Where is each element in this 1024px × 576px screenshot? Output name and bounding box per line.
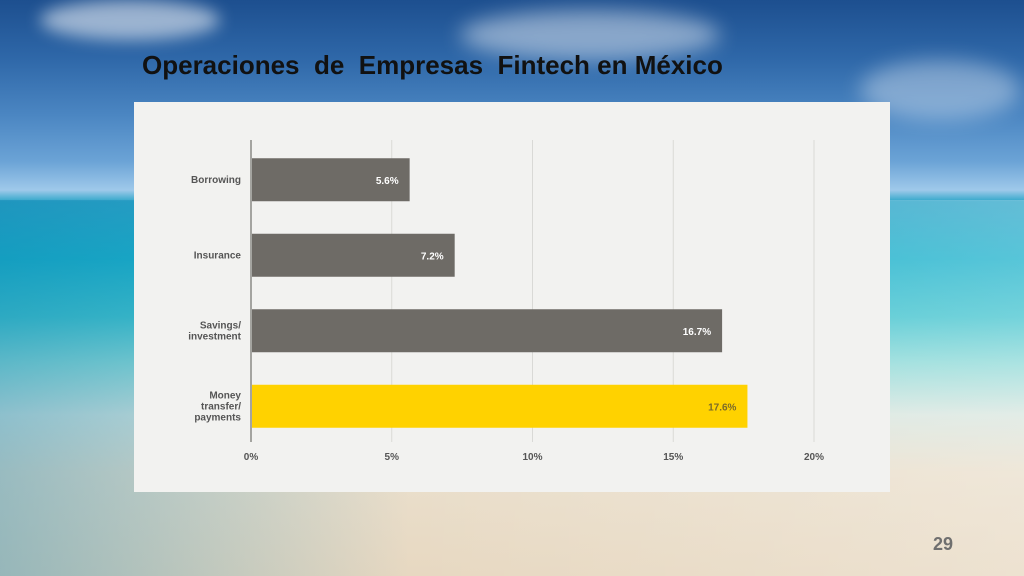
bar <box>252 158 410 202</box>
cloud-shape <box>40 0 220 40</box>
cloud-shape <box>460 10 720 60</box>
category-label: Money transfer/payments <box>194 390 241 423</box>
category-label: Savings/investment <box>188 320 241 342</box>
bar-value-label: 7.2% <box>421 251 444 262</box>
x-tick-label: 20% <box>804 452 824 463</box>
x-tick-label: 0% <box>244 452 259 463</box>
chart-panel: 0% 5% 10% 15% 20% 5.6% Borrowing 7.2% Insurance 1… <box>134 102 890 492</box>
bar-value-label: 5.6% <box>376 176 399 187</box>
x-tick-label: 5% <box>385 452 400 463</box>
bar-chart: 0% 5% 10% 15% 20% 5.6% Borrowing 7.2% Insurance 1… <box>188 140 824 463</box>
bar <box>252 233 455 277</box>
category-label: Insurance <box>194 250 242 261</box>
category-label: Borrowing <box>191 175 241 186</box>
slide-title: Operaciones de Empresas Fintech en Méxic… <box>142 50 723 80</box>
bar <box>252 384 748 428</box>
page-number: 29 <box>933 534 954 554</box>
bar <box>252 309 723 353</box>
x-tick-label: 15% <box>663 452 683 463</box>
bar-value-label: 16.7% <box>683 327 711 338</box>
bar-value-label: 17.6% <box>708 402 736 413</box>
x-tick-label: 10% <box>522 452 542 463</box>
